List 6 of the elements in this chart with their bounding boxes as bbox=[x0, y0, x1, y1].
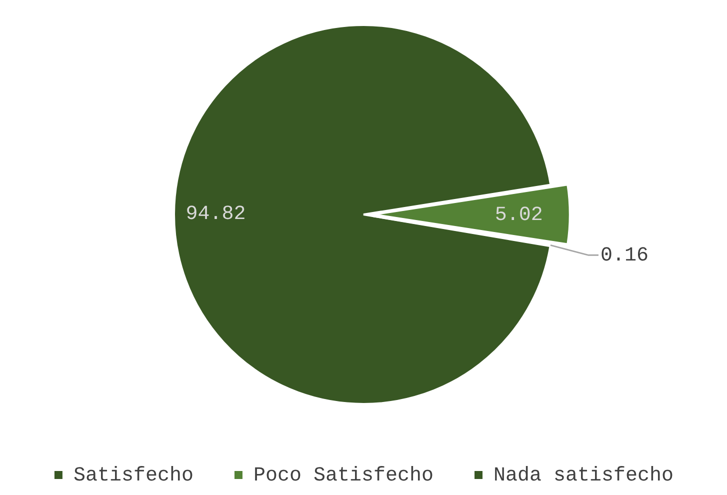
legend-label: Poco Satisfecho bbox=[253, 464, 434, 488]
data-label: 94.82 bbox=[186, 203, 246, 226]
legend-label: Nada satisfecho bbox=[494, 464, 674, 488]
legend-label: Satisfecho bbox=[73, 464, 194, 488]
data-label: 0.16 bbox=[600, 244, 649, 268]
data-label: 5.02 bbox=[494, 204, 543, 227]
